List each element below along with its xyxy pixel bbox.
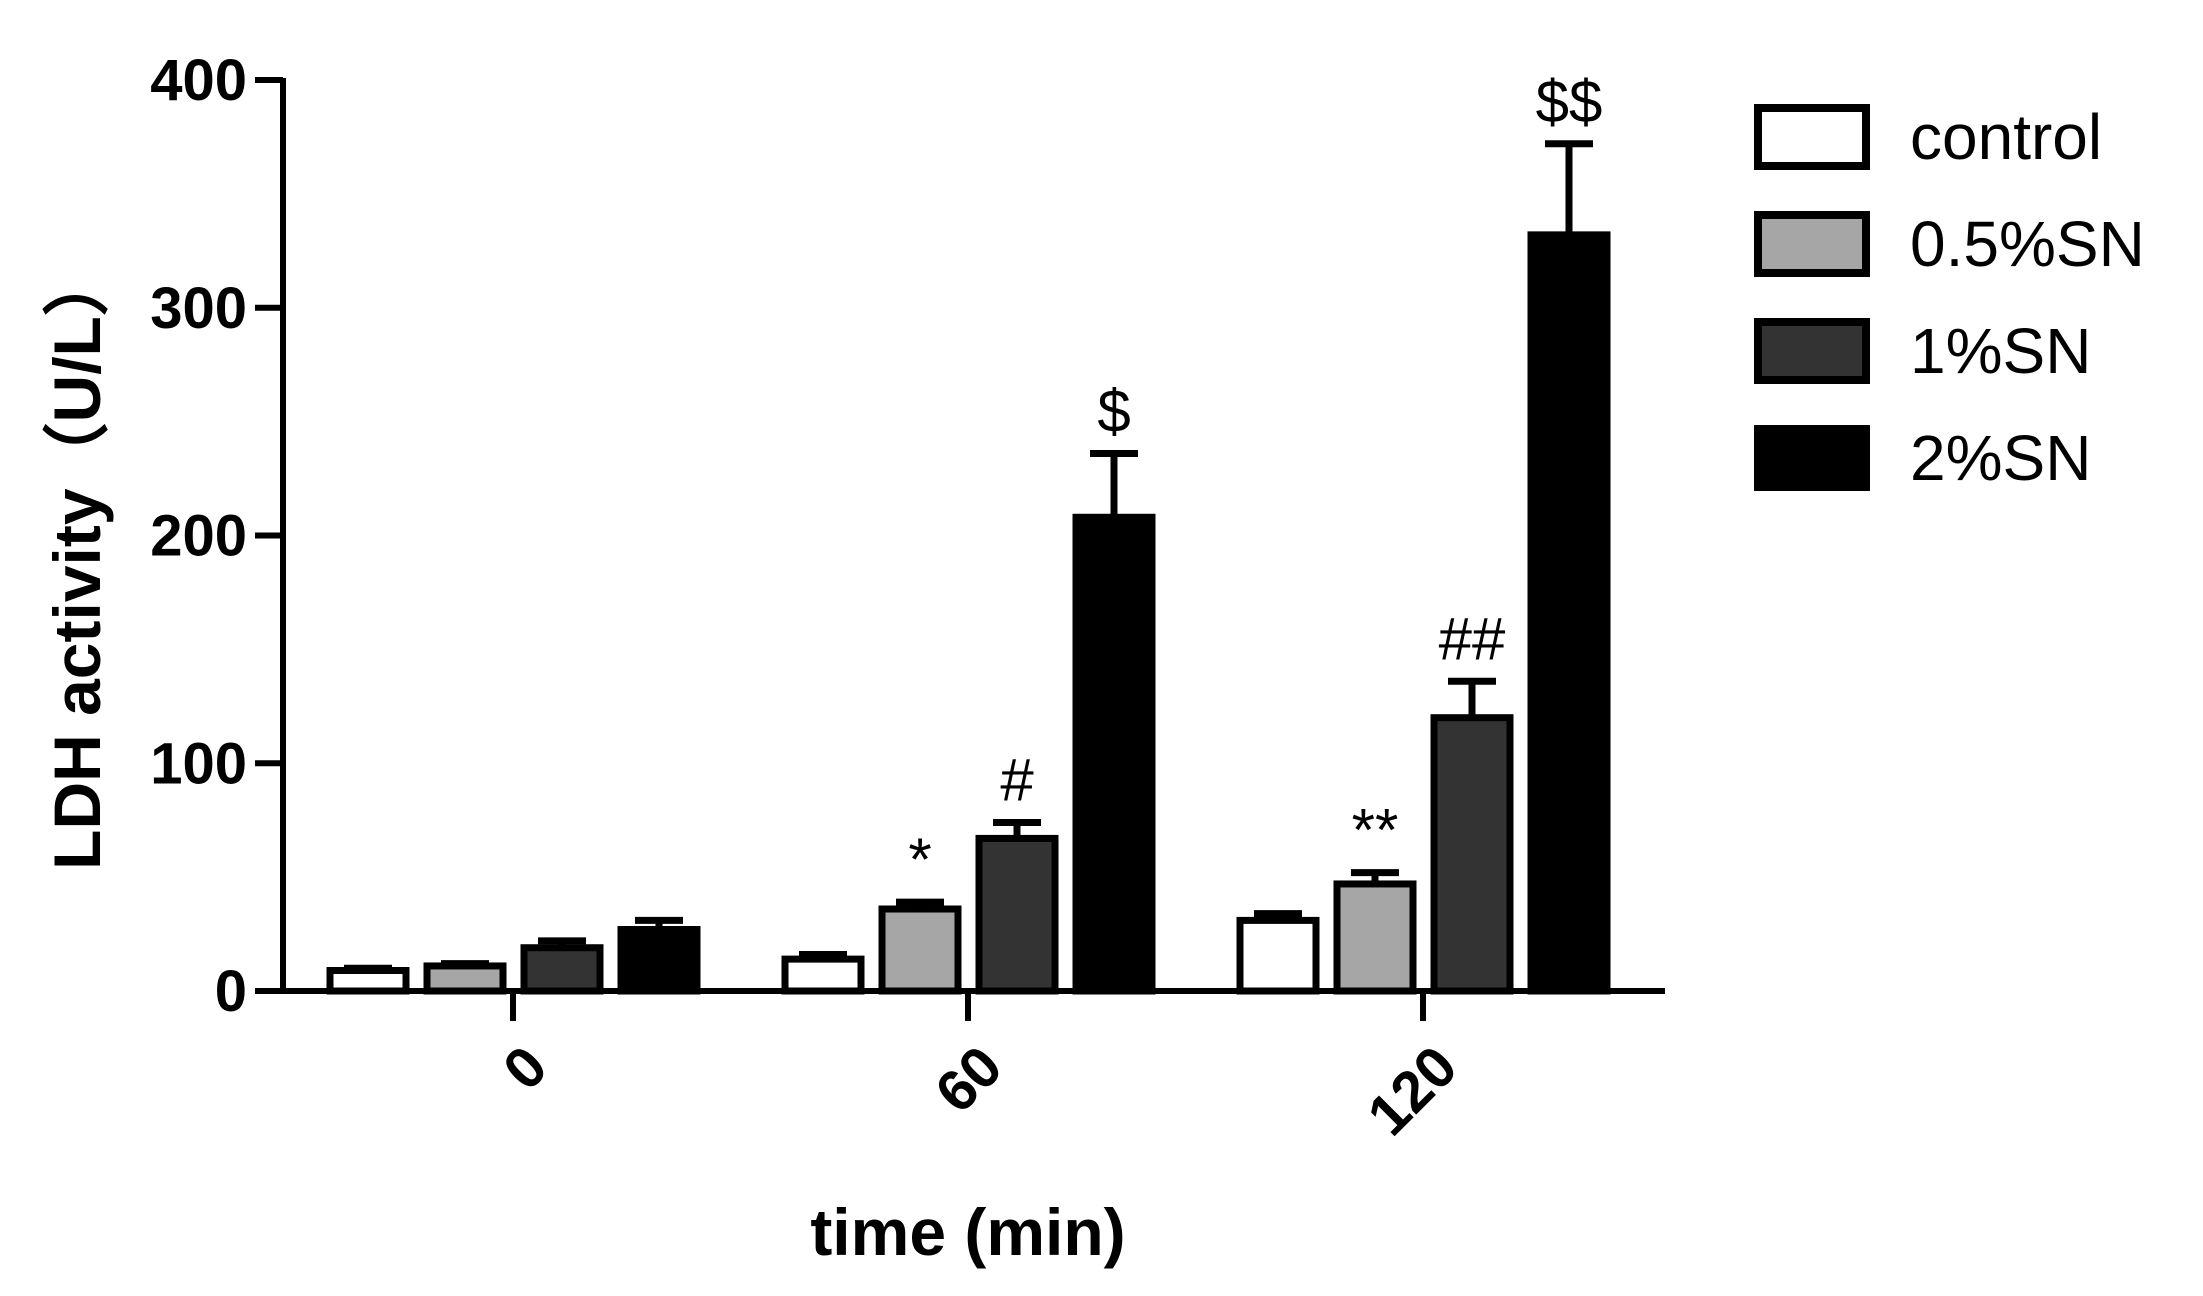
significance-annotation: ** (1352, 797, 1399, 864)
x-tick-label: 60 (923, 1034, 1015, 1126)
bar-0-5-sn (878, 905, 962, 995)
x-tick-label: 120 (1355, 1034, 1469, 1148)
legend-label: 1%SN (1910, 315, 2091, 387)
legend: control 0.5%SN 1%SN 2%SN (1754, 101, 2145, 494)
legend-swatch (1754, 104, 1870, 170)
y-tick-label: 100 (150, 731, 247, 796)
legend-swatch (1754, 211, 1870, 277)
significance-annotation: $ (1097, 378, 1130, 445)
significance-annotation: # (1000, 746, 1034, 813)
legend-swatch (1754, 425, 1870, 491)
legend-label: 0.5%SN (1910, 208, 2145, 280)
bar-control (1236, 916, 1320, 995)
y-tick-label: 0 (215, 959, 247, 1024)
legend-swatch (1754, 318, 1870, 384)
bar-1-sn (1430, 714, 1514, 995)
bar-control (781, 955, 865, 995)
bar-0-5-sn (1333, 880, 1417, 995)
y-tick-label: 200 (150, 504, 247, 569)
legend-label: control (1910, 101, 2102, 173)
x-tick-label: 0 (491, 1034, 560, 1103)
y-tick-label: 300 (150, 276, 247, 341)
x-axis-title: time (min) (810, 1195, 1125, 1269)
bar-control (326, 967, 410, 995)
significance-annotation: * (908, 826, 931, 893)
significance-annotation: $$ (1536, 68, 1603, 135)
legend-label: 2%SN (1910, 422, 2091, 494)
bar-1-sn (520, 944, 604, 995)
y-axis-title: LDH activity（U/L） (40, 250, 114, 870)
bar-2-sn (617, 926, 701, 995)
plot-area: 0 100 200 300 400 0 60 120 * # $ ** ## $$ (150, 48, 1665, 1148)
bar-2-sn (1527, 231, 1611, 995)
bar-1-sn (975, 834, 1059, 995)
bar-0-5-sn (423, 962, 507, 995)
significance-annotation: ## (1439, 605, 1506, 672)
bar-2-sn (1072, 513, 1156, 995)
y-tick-label: 400 (150, 48, 247, 113)
